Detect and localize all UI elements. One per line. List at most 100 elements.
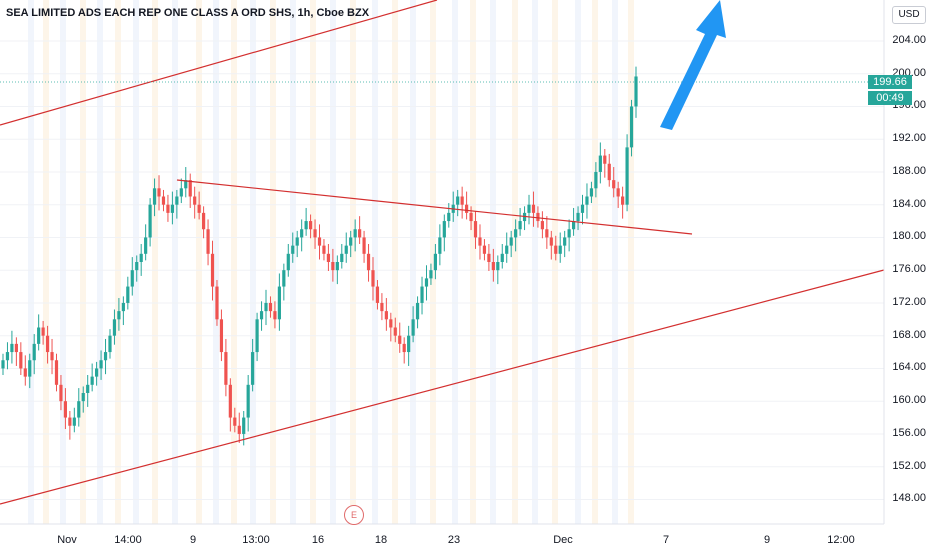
candle-body <box>308 221 313 230</box>
candle-body <box>415 302 420 320</box>
price-tick-label: 176.00 <box>892 263 926 276</box>
candle-body <box>1 360 5 369</box>
candle-body <box>349 237 353 246</box>
candle-body <box>126 286 130 303</box>
candle-body <box>175 196 179 205</box>
lower-channel-line <box>0 269 885 505</box>
candle-body <box>37 327 41 344</box>
price-tick-label: 168.00 <box>892 328 926 341</box>
candle-body <box>371 270 375 287</box>
candle-body <box>41 327 45 336</box>
candle-body <box>518 221 522 230</box>
currency-selector[interactable]: USD <box>892 6 926 24</box>
session-band <box>410 0 416 524</box>
price-tick-label: 160.00 <box>892 394 926 407</box>
candle-body <box>531 204 536 213</box>
candle-body <box>112 319 117 336</box>
candle-body <box>621 196 625 205</box>
session-band <box>250 0 256 524</box>
candles <box>1 66 638 446</box>
candle-body <box>255 319 259 353</box>
earnings-marker[interactable]: E <box>344 505 364 525</box>
time-tick-label: 9 <box>763 534 771 546</box>
candle-body <box>402 343 406 353</box>
candle-body <box>478 237 482 246</box>
session-band <box>452 0 458 524</box>
candle-body <box>442 221 446 238</box>
candle-body <box>19 352 23 369</box>
candle-body <box>634 76 638 107</box>
session-band <box>60 0 66 524</box>
candle-body <box>152 188 157 205</box>
candle-body <box>326 253 331 262</box>
candle-body <box>161 196 166 205</box>
candle-body <box>558 245 562 254</box>
candle-body <box>398 335 402 344</box>
candle-body <box>571 221 576 230</box>
candle-body <box>366 253 371 271</box>
candle-body <box>576 212 580 222</box>
candle-body <box>179 188 183 197</box>
session-band <box>628 0 634 524</box>
candle-body <box>589 188 594 197</box>
session-band <box>310 0 316 524</box>
candle-body <box>68 417 72 426</box>
session-band <box>612 0 618 524</box>
candle-body <box>389 319 393 328</box>
time-tick-label: 23 <box>447 534 461 546</box>
price-tick-label: 188.00 <box>892 164 926 177</box>
candle-body <box>465 204 469 213</box>
candle-body <box>300 229 304 238</box>
session-band <box>80 0 86 524</box>
candle-body <box>237 425 241 434</box>
candle-body <box>259 311 264 320</box>
candle-body <box>81 393 85 402</box>
candle-body <box>317 237 322 246</box>
price-tick-label: 156.00 <box>892 426 926 439</box>
candle-body <box>469 212 473 222</box>
candle-body <box>201 212 206 230</box>
candle-body <box>166 204 170 213</box>
candle-body <box>344 245 348 254</box>
session-band <box>430 0 436 524</box>
last-price-tag: 199.66 <box>868 75 912 89</box>
session-band <box>350 0 356 524</box>
candle-body <box>99 360 103 369</box>
session-band <box>28 0 34 524</box>
candle-body <box>206 229 210 254</box>
session-band <box>512 0 518 524</box>
candle-body <box>527 204 531 213</box>
candle-body <box>184 180 188 189</box>
candle-body <box>473 221 478 238</box>
candle-body <box>456 196 460 205</box>
candle-body <box>130 270 134 287</box>
candle-body <box>612 180 616 189</box>
candle-body <box>45 335 50 353</box>
candle-body <box>268 302 273 312</box>
candle-body <box>598 155 602 172</box>
candle-body <box>50 352 54 361</box>
price-tick-label: 192.00 <box>892 132 926 145</box>
candle-body <box>429 270 433 279</box>
candle-body <box>14 343 18 353</box>
candle-body <box>277 286 281 320</box>
candle-body <box>603 155 607 164</box>
session-band <box>172 0 178 524</box>
candle-body <box>594 171 598 189</box>
time-tick-label: 13:00 <box>242 534 270 546</box>
chart-title: SEA LIMITED ADS EACH REP ONE CLASS A ORD… <box>6 7 370 19</box>
candle-body <box>438 237 442 254</box>
session-band <box>392 0 398 524</box>
candle-body <box>286 253 290 271</box>
candle-body <box>95 368 99 377</box>
candle-body <box>90 376 94 385</box>
price-tick-label: 180.00 <box>892 230 926 243</box>
candle-body <box>460 196 464 205</box>
candle-body <box>5 352 10 361</box>
session-band <box>231 0 237 524</box>
candle-body <box>580 204 585 213</box>
candle-body <box>487 253 491 262</box>
candle-body <box>251 352 255 385</box>
candle-body <box>358 229 362 238</box>
